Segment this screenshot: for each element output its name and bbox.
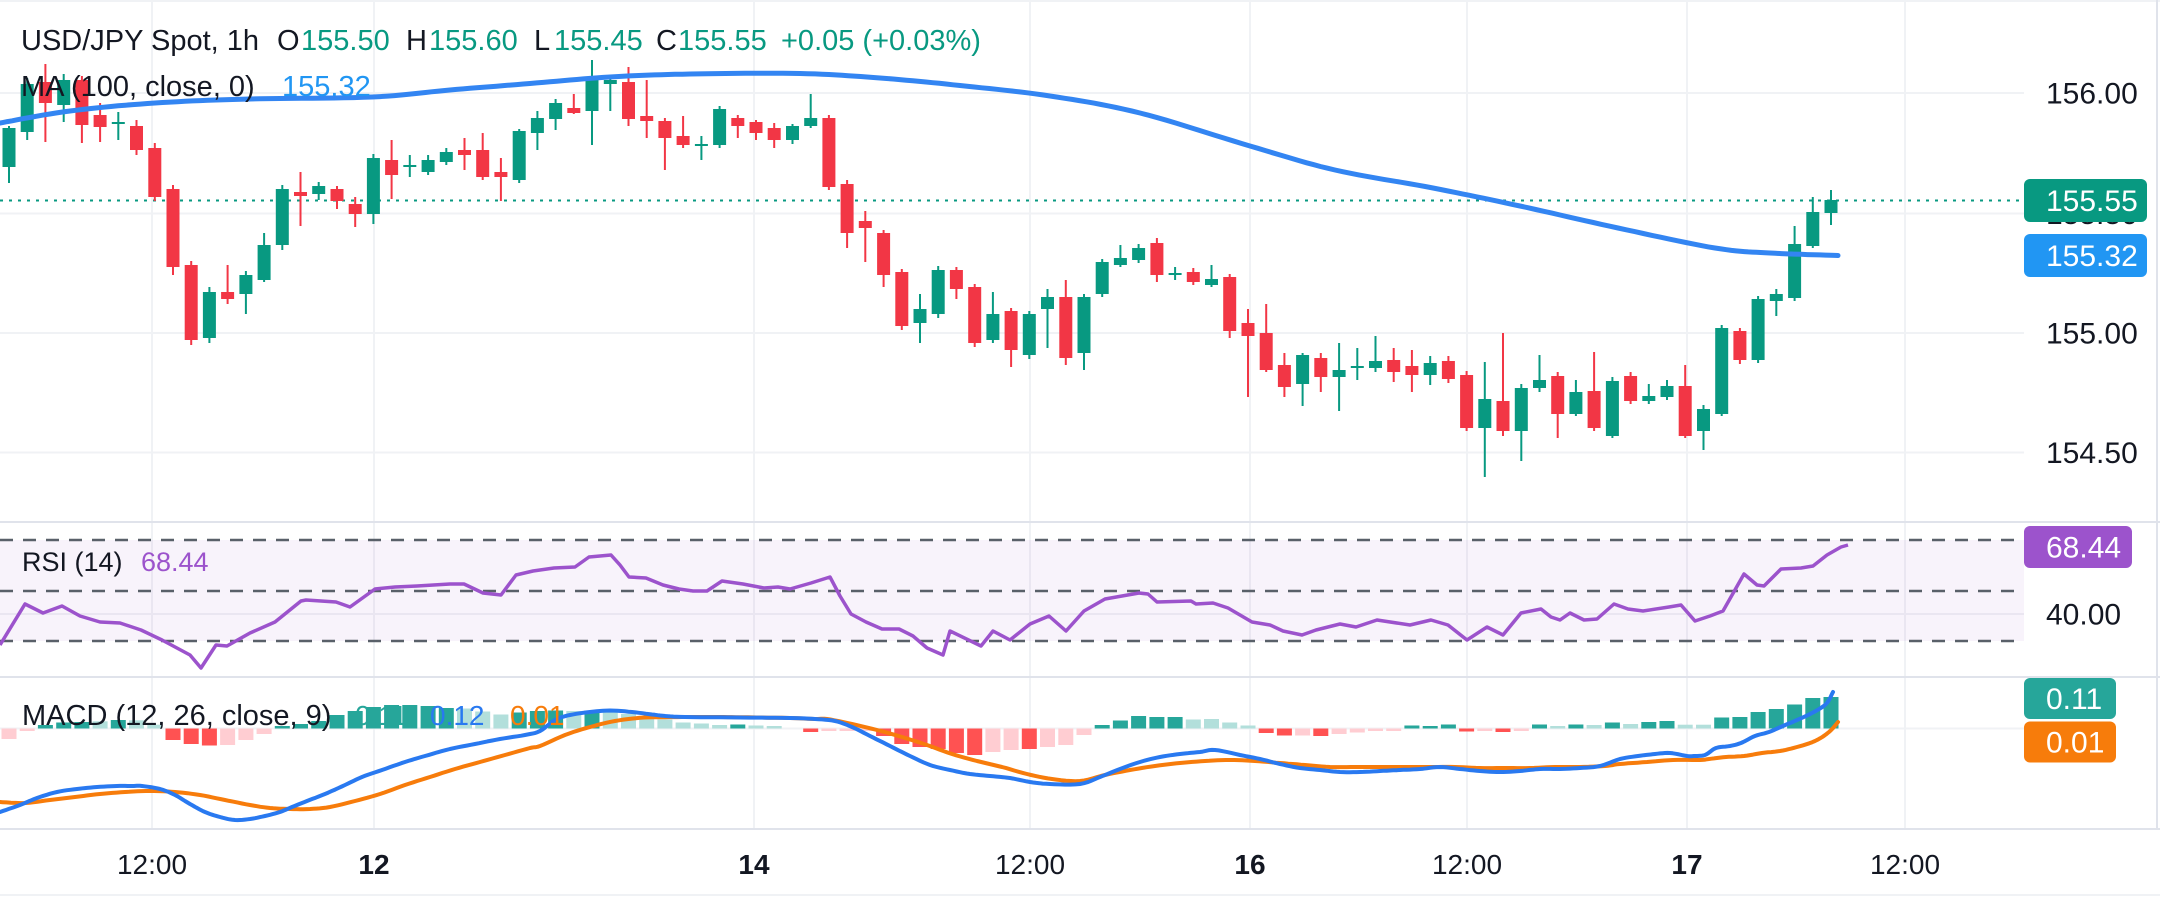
svg-text:154.50: 154.50 [2046,437,2138,470]
svg-text:+0.05 (+0.03%): +0.05 (+0.03%) [781,25,981,57]
svg-text:12:00: 12:00 [1432,849,1502,880]
svg-text:68.44: 68.44 [2046,532,2121,565]
svg-text:155.55: 155.55 [2046,185,2138,218]
svg-text:156.00: 156.00 [2046,78,2138,111]
svg-text:USD/JPY Spot, 1h: USD/JPY Spot, 1h [21,25,259,57]
svg-text:16: 16 [1234,849,1265,880]
svg-text:40.00: 40.00 [2046,599,2121,632]
svg-text:0.01: 0.01 [510,700,565,731]
svg-text:0.01: 0.01 [2046,727,2104,760]
svg-text:L: L [534,25,550,57]
svg-text:155.45: 155.45 [554,25,643,57]
svg-text:12:00: 12:00 [117,849,187,880]
svg-text:155.32: 155.32 [2046,240,2138,273]
svg-text:155.60: 155.60 [429,25,518,57]
svg-text:155.50: 155.50 [301,25,390,57]
svg-text:MACD (12, 26, close, 9): MACD (12, 26, close, 9) [22,700,331,732]
svg-text:155.00: 155.00 [2046,318,2138,351]
svg-text:0.11: 0.11 [2046,683,2102,716]
svg-text:0.12: 0.12 [430,700,485,731]
svg-text:17: 17 [1671,849,1702,880]
svg-text:14: 14 [738,849,770,880]
svg-text:12:00: 12:00 [995,849,1065,880]
svg-text:12: 12 [358,849,389,880]
svg-text:C: C [656,25,677,57]
svg-text:155.32: 155.32 [282,71,371,103]
svg-text:12:00: 12:00 [1870,849,1940,880]
svg-text:H: H [406,25,427,57]
svg-text:68.44: 68.44 [141,547,209,577]
svg-text:O: O [277,25,300,57]
svg-text:155.55: 155.55 [678,25,767,57]
svg-text:RSI (14): RSI (14) [22,547,123,577]
svg-text:MA (100, close, 0): MA (100, close, 0) [21,71,255,103]
svg-text:0.11: 0.11 [355,700,407,731]
